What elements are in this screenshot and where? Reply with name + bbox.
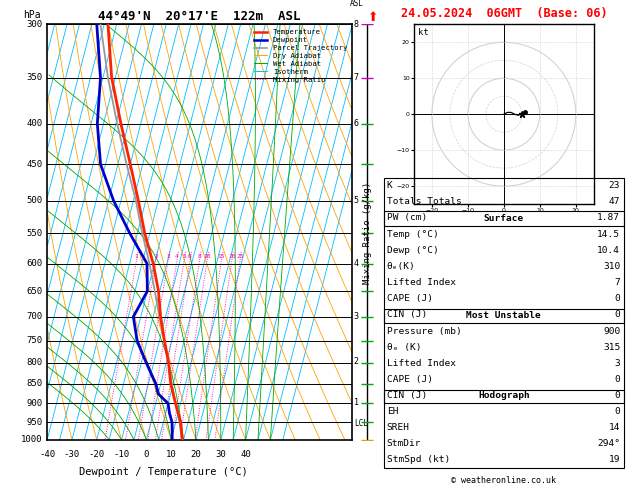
Text: 950: 950 <box>26 417 43 427</box>
Text: 800: 800 <box>26 358 43 367</box>
Text: PW (cm): PW (cm) <box>387 213 427 223</box>
Text: Hodograph: Hodograph <box>478 391 530 400</box>
Text: Temp (°C): Temp (°C) <box>387 230 438 239</box>
Text: 3: 3 <box>615 359 620 368</box>
Text: 10: 10 <box>166 450 177 459</box>
Text: 8: 8 <box>353 20 359 29</box>
Text: 2: 2 <box>154 254 158 259</box>
Text: 1: 1 <box>135 254 138 259</box>
Text: 23: 23 <box>609 181 620 191</box>
Text: 5: 5 <box>182 254 186 259</box>
Text: 0: 0 <box>615 310 620 319</box>
Text: 1000: 1000 <box>21 435 43 444</box>
Text: 5: 5 <box>353 196 359 205</box>
Text: 315: 315 <box>603 343 620 352</box>
Text: Mixing Ratio (g/kg): Mixing Ratio (g/kg) <box>363 182 372 284</box>
Text: 1.87: 1.87 <box>597 213 620 223</box>
Text: 20: 20 <box>191 450 201 459</box>
Text: StmSpd (kt): StmSpd (kt) <box>387 455 450 464</box>
Text: 24.05.2024  06GMT  (Base: 06): 24.05.2024 06GMT (Base: 06) <box>401 7 607 19</box>
Text: LCL: LCL <box>353 419 367 428</box>
Text: 310: 310 <box>603 262 620 271</box>
Text: 10.4: 10.4 <box>597 246 620 255</box>
Text: 650: 650 <box>26 287 43 295</box>
Text: © weatheronline.co.uk: © weatheronline.co.uk <box>452 476 556 485</box>
Text: km
ASL: km ASL <box>350 0 364 8</box>
Text: 14: 14 <box>609 423 620 432</box>
Text: Lifted Index: Lifted Index <box>387 278 456 287</box>
Text: 700: 700 <box>26 312 43 321</box>
Text: 850: 850 <box>26 379 43 388</box>
Text: 7: 7 <box>615 278 620 287</box>
Text: θₑ(K): θₑ(K) <box>387 262 416 271</box>
Text: hPa: hPa <box>23 10 41 20</box>
Text: 550: 550 <box>26 229 43 238</box>
Text: 600: 600 <box>26 259 43 268</box>
Text: 3: 3 <box>353 312 359 321</box>
Text: 0: 0 <box>615 375 620 384</box>
Text: 500: 500 <box>26 196 43 205</box>
Text: 900: 900 <box>603 327 620 336</box>
Text: 350: 350 <box>26 73 43 82</box>
Text: 900: 900 <box>26 399 43 408</box>
Text: Totals Totals: Totals Totals <box>387 197 462 207</box>
Text: -10: -10 <box>113 450 130 459</box>
Text: Dewpoint / Temperature (°C): Dewpoint / Temperature (°C) <box>79 467 247 477</box>
Text: CAPE (J): CAPE (J) <box>387 375 433 384</box>
Title: 44°49'N  20°17'E  122m  ASL: 44°49'N 20°17'E 122m ASL <box>99 10 301 23</box>
Text: CIN (J): CIN (J) <box>387 391 427 400</box>
Text: -20: -20 <box>89 450 105 459</box>
Text: EH: EH <box>387 407 398 416</box>
Text: SREH: SREH <box>387 423 410 432</box>
Text: 450: 450 <box>26 160 43 169</box>
Text: 1: 1 <box>353 398 359 407</box>
Text: 750: 750 <box>26 336 43 345</box>
Text: 25: 25 <box>237 254 244 259</box>
Text: K: K <box>387 181 392 191</box>
Text: 0: 0 <box>615 294 620 303</box>
Text: 4: 4 <box>353 259 359 268</box>
Text: CIN (J): CIN (J) <box>387 310 427 319</box>
Text: 40: 40 <box>240 450 251 459</box>
Text: Lifted Index: Lifted Index <box>387 359 456 368</box>
Text: 300: 300 <box>26 20 43 29</box>
Text: 7: 7 <box>353 73 359 82</box>
Text: 6: 6 <box>353 119 359 128</box>
Text: 4: 4 <box>175 254 179 259</box>
Text: 3: 3 <box>166 254 170 259</box>
Legend: Temperature, Dewpoint, Parcel Trajectory, Dry Adiabat, Wet Adiabat, Isotherm, Mi: Temperature, Dewpoint, Parcel Trajectory… <box>253 28 348 84</box>
Text: 15: 15 <box>218 254 225 259</box>
Text: ⬆: ⬆ <box>368 12 378 24</box>
Text: θₑ (K): θₑ (K) <box>387 343 421 352</box>
Text: 8: 8 <box>198 254 201 259</box>
Text: kt: kt <box>418 28 428 37</box>
Text: StmDir: StmDir <box>387 439 421 448</box>
Text: 400: 400 <box>26 119 43 128</box>
Text: 10: 10 <box>203 254 211 259</box>
Text: 294°: 294° <box>597 439 620 448</box>
Text: 14.5: 14.5 <box>597 230 620 239</box>
Text: 20: 20 <box>228 254 235 259</box>
Text: -30: -30 <box>64 450 80 459</box>
Text: 30: 30 <box>215 450 226 459</box>
Text: -40: -40 <box>39 450 55 459</box>
Text: 6: 6 <box>188 254 192 259</box>
Text: 0: 0 <box>615 407 620 416</box>
Text: 0: 0 <box>615 391 620 400</box>
Text: Pressure (mb): Pressure (mb) <box>387 327 462 336</box>
Text: 47: 47 <box>609 197 620 207</box>
Text: Dewp (°C): Dewp (°C) <box>387 246 438 255</box>
Text: 0: 0 <box>143 450 149 459</box>
Text: 19: 19 <box>609 455 620 464</box>
Text: Surface: Surface <box>484 214 524 223</box>
Text: CAPE (J): CAPE (J) <box>387 294 433 303</box>
Text: Most Unstable: Most Unstable <box>467 311 541 320</box>
Text: 2: 2 <box>353 357 359 366</box>
